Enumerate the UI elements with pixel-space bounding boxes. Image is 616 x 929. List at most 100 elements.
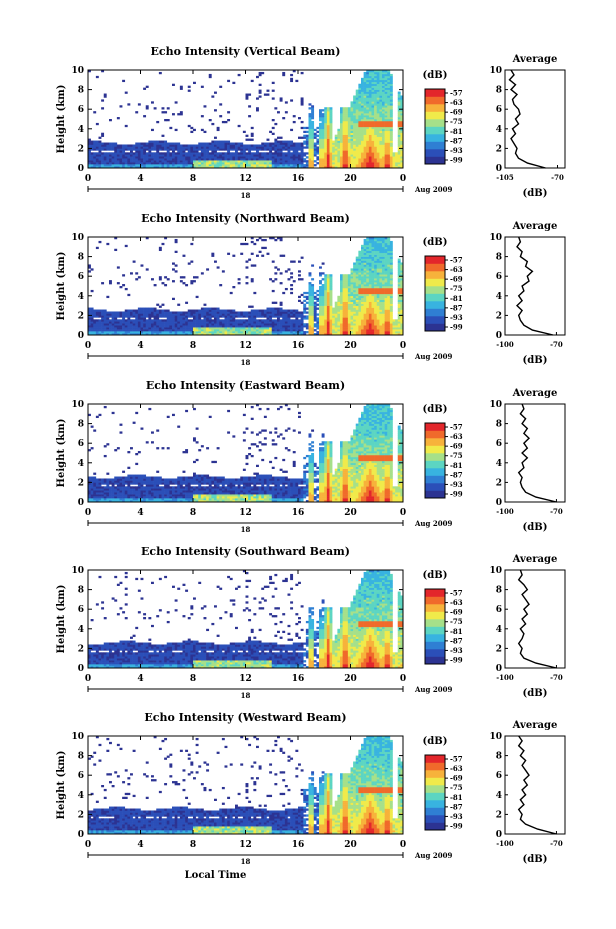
heatmap-cell bbox=[164, 237, 168, 240]
heatmap-cell bbox=[368, 103, 372, 106]
heatmap-cell bbox=[256, 327, 259, 330]
heatmap-cell bbox=[214, 148, 217, 151]
heatmap-cell bbox=[374, 89, 378, 92]
heatmap-cell bbox=[324, 152, 328, 155]
heatmap-cell bbox=[361, 158, 364, 161]
heatmap-cell bbox=[395, 154, 399, 157]
heatmap-cell bbox=[382, 287, 385, 291]
heatmap-cell bbox=[368, 237, 372, 240]
heatmap-cell bbox=[366, 274, 370, 277]
heatmap-cell bbox=[111, 142, 115, 145]
heatmap-cell bbox=[263, 319, 267, 322]
heatmap-cell bbox=[355, 107, 359, 110]
heatmap-cell bbox=[153, 323, 157, 326]
heatmap-cell bbox=[342, 333, 346, 336]
heatmap-cell bbox=[376, 317, 380, 320]
heatmap-cell bbox=[208, 162, 212, 165]
heatmap-cell bbox=[387, 128, 391, 132]
heatmap-cell bbox=[363, 87, 367, 90]
heatmap-cell bbox=[127, 327, 131, 330]
heatmap-cell bbox=[376, 130, 380, 134]
heatmap-cell bbox=[363, 126, 367, 130]
heatmap-cell bbox=[119, 311, 123, 314]
heatmap-cell bbox=[361, 260, 364, 263]
heatmap-cell bbox=[366, 70, 370, 73]
heatmap-cell bbox=[161, 313, 165, 316]
heatmap-cell bbox=[340, 331, 343, 334]
heatmap-cell bbox=[250, 329, 254, 332]
heatmap-cell bbox=[300, 319, 304, 322]
heatmap-cell bbox=[340, 282, 343, 285]
heatmap-cell bbox=[300, 301, 304, 304]
heatmap-cell bbox=[368, 278, 372, 281]
heatmap-cell bbox=[382, 164, 385, 167]
heatmap-cell bbox=[334, 311, 338, 314]
heatmap-cell bbox=[206, 166, 210, 169]
heatmap-cell bbox=[90, 160, 94, 163]
heatmap-cell bbox=[109, 148, 112, 151]
heatmap-cell bbox=[214, 154, 217, 157]
heatmap-cell bbox=[334, 317, 338, 320]
heatmap-cell bbox=[376, 268, 380, 271]
heatmap-cell bbox=[368, 307, 372, 310]
heatmap-cell bbox=[161, 134, 165, 137]
heatmap-cell bbox=[203, 309, 207, 312]
heatmap-cell bbox=[368, 95, 372, 98]
heatmap-cell bbox=[358, 113, 362, 116]
heatmap-cell bbox=[164, 156, 168, 159]
colorbar-tick-label: -75 bbox=[450, 117, 463, 126]
heatmap-cell bbox=[177, 154, 181, 157]
heatmap-cell bbox=[298, 274, 301, 277]
heatmap-cell bbox=[389, 307, 393, 310]
heatmap-cell bbox=[179, 319, 183, 322]
heatmap-cell bbox=[379, 89, 383, 92]
heatmap-cell bbox=[389, 150, 393, 153]
heatmap-cell bbox=[389, 124, 393, 128]
heatmap-cell bbox=[355, 97, 359, 100]
heatmap-cell bbox=[248, 317, 252, 320]
heatmap-cell bbox=[224, 164, 228, 167]
heatmap-cell bbox=[376, 264, 380, 267]
heatmap-cell bbox=[116, 160, 120, 163]
heatmap-cell bbox=[355, 272, 359, 275]
heatmap-cell bbox=[382, 315, 385, 318]
heatmap-cell bbox=[355, 331, 359, 334]
average-x-label: (dB) bbox=[523, 188, 548, 199]
heatmap-cell bbox=[389, 266, 393, 269]
heatmap-cell bbox=[253, 309, 257, 312]
colorbar-swatch bbox=[425, 149, 445, 157]
heatmap-cell bbox=[397, 117, 401, 120]
heatmap-cell bbox=[366, 99, 370, 102]
heatmap-cell bbox=[124, 154, 128, 157]
heatmap-cell bbox=[250, 158, 254, 161]
heatmap-cell bbox=[266, 317, 270, 320]
heatmap-cell bbox=[321, 305, 325, 308]
heatmap-cell bbox=[198, 329, 202, 332]
heatmap-cell bbox=[122, 162, 126, 165]
heatmap-cell bbox=[326, 156, 330, 159]
heatmap-cell bbox=[368, 311, 372, 314]
heatmap-cell bbox=[185, 333, 189, 336]
heatmap-cell bbox=[319, 136, 322, 139]
heatmap-cell bbox=[366, 77, 370, 81]
heatmap-cell bbox=[277, 136, 280, 139]
heatmap-cell bbox=[177, 148, 181, 151]
heatmap-cell bbox=[366, 85, 370, 88]
heatmap-cell bbox=[224, 309, 228, 312]
heatmap-cell bbox=[326, 280, 330, 283]
heatmap-cell bbox=[161, 146, 165, 149]
heatmap-cell bbox=[363, 278, 367, 281]
heatmap-cell bbox=[379, 307, 383, 310]
heatmap-cell bbox=[258, 152, 262, 155]
heatmap-cell bbox=[116, 315, 120, 318]
heatmap-cell bbox=[127, 293, 131, 297]
heatmap-cell bbox=[143, 152, 147, 155]
heatmap-cell bbox=[235, 313, 238, 316]
heatmap-cell bbox=[319, 282, 322, 285]
heatmap-cell bbox=[382, 266, 385, 269]
heatmap-cell bbox=[397, 264, 401, 267]
heatmap-cell bbox=[345, 280, 349, 283]
heatmap-cell bbox=[371, 144, 375, 147]
heatmap-cell bbox=[350, 317, 354, 320]
heatmap-cell bbox=[219, 85, 223, 88]
